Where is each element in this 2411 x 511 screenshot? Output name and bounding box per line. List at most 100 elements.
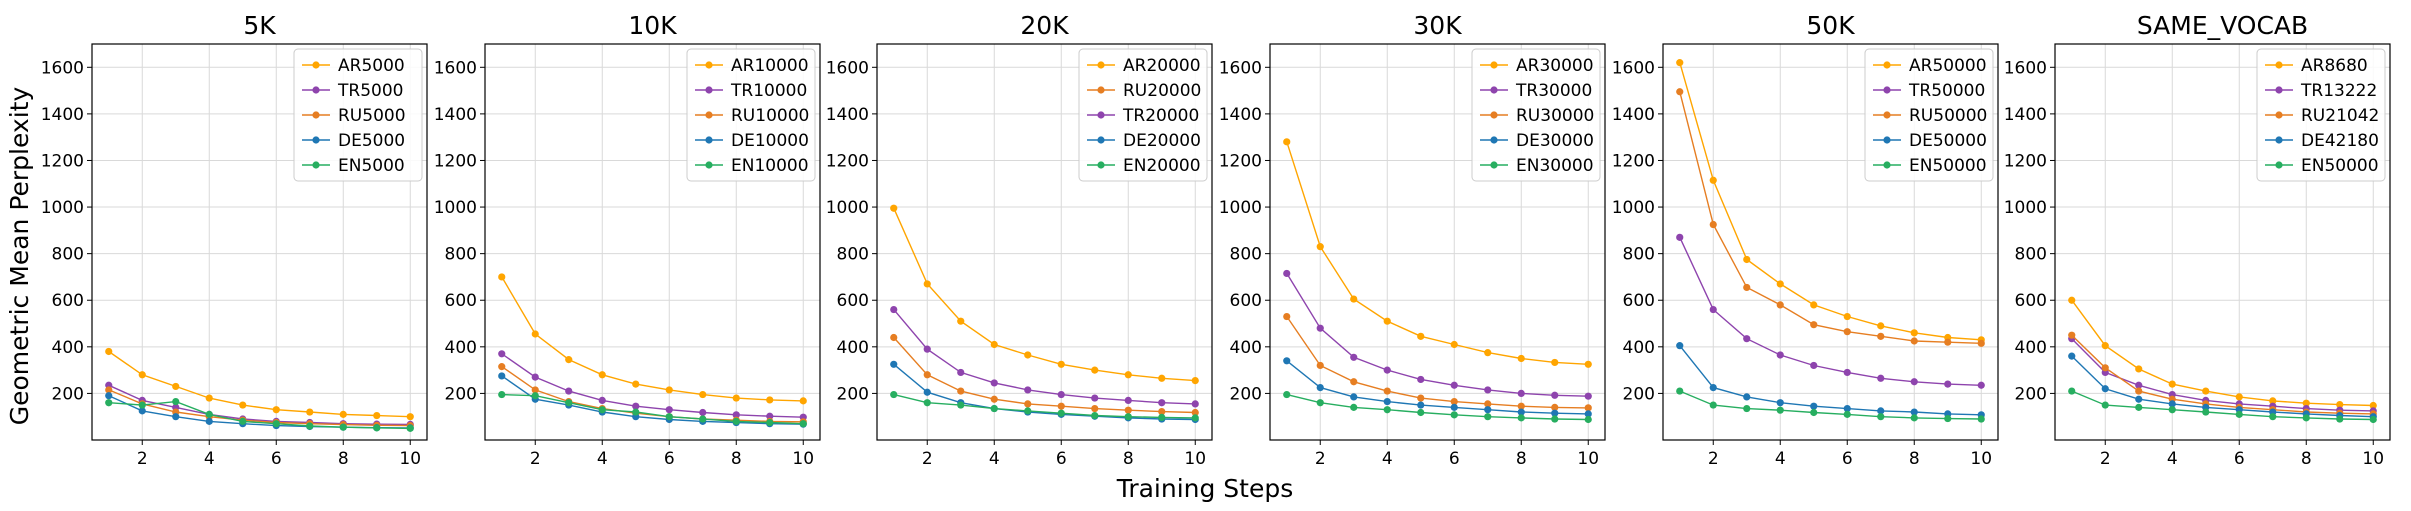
y-tick-label: 200 [445, 384, 477, 404]
data-point [923, 388, 931, 396]
data-point [1776, 351, 1784, 359]
series-line [1679, 91, 1982, 344]
data-point [1316, 324, 1324, 332]
data-point [1350, 403, 1358, 411]
y-tick-label: 1000 [1612, 198, 1655, 218]
y-tick-label: 1200 [41, 151, 84, 171]
legend-swatch-marker [1883, 61, 1891, 69]
data-point [239, 417, 247, 425]
data-point [1944, 380, 1952, 388]
data-point [105, 392, 113, 400]
legend-swatch-marker [705, 136, 713, 144]
y-tick-label: 800 [837, 245, 869, 265]
data-point [890, 360, 898, 368]
data-point [1977, 381, 1985, 389]
data-point [531, 392, 539, 400]
data-point [990, 404, 998, 413]
legend-swatch-marker [1097, 111, 1105, 119]
data-point [1484, 413, 1492, 421]
data-point [1091, 404, 1099, 413]
x-tick-label: 6 [271, 449, 282, 469]
data-point [2269, 397, 2277, 405]
data-point [766, 396, 774, 404]
x-tick-label: 8 [1516, 449, 1527, 469]
data-point [1551, 415, 1559, 423]
x-tick-label: 8 [1909, 449, 1920, 469]
data-point [1417, 375, 1425, 384]
x-tick-label: 2 [1708, 449, 1719, 469]
data-point [1843, 410, 1851, 418]
legend-swatch-marker [2275, 61, 2283, 69]
data-point [1584, 404, 1592, 412]
data-point [957, 401, 965, 409]
data-point [665, 386, 673, 394]
legend-swatch-marker [705, 111, 713, 119]
legend-swatch-marker [1883, 86, 1891, 94]
data-point [2068, 331, 2076, 339]
data-point [339, 423, 347, 431]
data-point [1158, 399, 1166, 407]
series-line [1286, 316, 1589, 409]
legend-box [1471, 48, 1601, 182]
data-point [1877, 413, 1885, 421]
legend-label: TR30000 [1515, 81, 1592, 101]
data-point [1158, 413, 1166, 422]
data-point [2336, 400, 2344, 409]
y-tick-label: 1200 [2004, 151, 2047, 171]
data-point [1124, 413, 1132, 421]
data-point [890, 390, 898, 399]
data-point [1383, 406, 1391, 414]
data-point [1484, 400, 1492, 408]
data-point [1417, 408, 1425, 417]
data-point [1584, 415, 1592, 424]
data-point [1484, 386, 1492, 394]
data-point [1709, 220, 1717, 229]
data-point [2135, 365, 2143, 373]
series-line [1286, 360, 1589, 415]
x-tick-label: 4 [1382, 449, 1393, 469]
data-point [1810, 361, 1818, 370]
data-point [105, 386, 113, 394]
y-tick-label: 1000 [1219, 198, 1262, 218]
data-point [373, 424, 381, 432]
data-point [766, 412, 774, 420]
y-tick-label: 1600 [41, 58, 84, 78]
data-point [1350, 378, 1358, 386]
data-point [2302, 414, 2310, 422]
data-point [205, 417, 213, 425]
y-tick-label: 1000 [434, 198, 477, 218]
data-point [1484, 406, 1492, 414]
data-point [1283, 357, 1291, 365]
data-point [172, 382, 180, 391]
series-line [1286, 393, 1589, 421]
y-tick-label: 1200 [434, 151, 477, 171]
data-point [1810, 321, 1818, 329]
data-point [1024, 407, 1032, 415]
legend-label: AR10000 [731, 56, 809, 76]
y-tick-label: 400 [1623, 338, 1655, 358]
data-point [1676, 88, 1684, 96]
data-point [406, 424, 414, 432]
data-point [732, 394, 740, 402]
data-point [1057, 360, 1065, 368]
panel-title: 50K [1806, 11, 1855, 40]
legend-swatch-marker [312, 86, 320, 94]
data-point [957, 387, 965, 395]
legend-label: RU30000 [1516, 106, 1594, 126]
y-tick-label: 1600 [1612, 58, 1655, 78]
series-line [1679, 390, 1982, 420]
data-point [1551, 358, 1559, 367]
data-point [406, 413, 414, 421]
x-tick-label: 10 [1577, 449, 1599, 469]
data-point [1843, 368, 1851, 377]
x-tick-label: 4 [989, 449, 1000, 469]
data-point [205, 394, 213, 402]
legend-label: TR13222 [2300, 81, 2377, 101]
legend-label: RU20000 [1123, 81, 1201, 101]
data-point [1910, 329, 1918, 337]
data-point [2168, 400, 2176, 408]
data-point [1743, 283, 1751, 292]
data-point [1743, 393, 1751, 401]
legend-swatch-marker [2275, 86, 2283, 94]
x-tick-label: 4 [1775, 449, 1786, 469]
